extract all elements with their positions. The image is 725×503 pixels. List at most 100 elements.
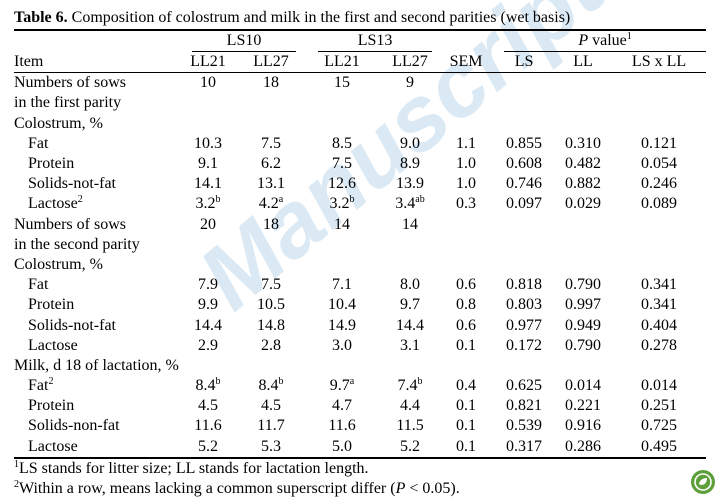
row-label: Lactose — [28, 437, 78, 455]
table-cell: 2.8 — [261, 336, 281, 354]
table-cell: 4.5 — [261, 397, 281, 415]
table-cell: 15 — [334, 74, 351, 92]
table-cell: 0.251 — [641, 397, 678, 415]
table-cell — [494, 93, 554, 113]
table-row: Protein 4.5 4.5 4.7 4.4 0.1 0.821 0.221 0.251 — [14, 396, 706, 416]
column-header: LL27 — [253, 53, 289, 71]
table-cell: 14 — [402, 215, 419, 233]
table-cell: 5.3 — [261, 437, 281, 455]
row-label: Numbers of sows — [14, 215, 126, 233]
table-cell: 0.054 — [641, 155, 678, 173]
table-cell: 13.9 — [396, 175, 425, 193]
row-label: Protein — [28, 397, 75, 415]
table-cell — [176, 356, 240, 376]
table-cell: 0.310 — [565, 134, 602, 152]
table-row: in the second parity — [14, 235, 706, 255]
table-label: Table 6. — [14, 9, 68, 26]
table-cell: 0.746 — [506, 175, 543, 193]
column-header: SEM — [449, 53, 483, 71]
table-row: Protein 9.1 6.2 7.5 8.9 1.0 0.608 0.482 0.054 — [14, 154, 706, 174]
table-cell — [240, 235, 302, 255]
table-cell: 0.482 — [565, 155, 602, 173]
table-cell: 4.7 — [332, 397, 353, 415]
table-cell: 0.725 — [641, 417, 678, 435]
table-cell: 10.5 — [257, 296, 285, 314]
table-cell: 11.5 — [396, 417, 424, 435]
table-cell — [554, 93, 612, 113]
row-label: Fat2 — [28, 376, 54, 395]
table-cell: 0.818 — [506, 276, 543, 294]
table-cell: 18 — [263, 215, 279, 233]
table-cell: 3.0 — [332, 336, 353, 354]
table-cell — [240, 114, 302, 134]
table-cell — [302, 235, 382, 255]
table-cell: 0.172 — [506, 336, 543, 354]
row-label: Fat — [28, 134, 49, 152]
table-cell — [438, 114, 494, 134]
row-label: Fat — [28, 276, 49, 294]
table-cell: 14 — [334, 215, 351, 233]
table-cell: 12.6 — [328, 175, 357, 193]
table-cell: 0.821 — [506, 397, 543, 415]
table-row: Colostrum, % — [14, 255, 706, 275]
table-row: Milk, d 18 of lactation, % — [14, 356, 706, 376]
table-cell: 3.2b — [329, 194, 355, 213]
table-cell: 0.8 — [456, 296, 477, 314]
row-label: Milk, d 18 of lactation, % — [14, 356, 179, 374]
table-row: Solids-non-fat 11.6 11.7 11.6 11.5 0.1 0.539 0.… — [14, 416, 706, 436]
table-cell — [382, 114, 438, 134]
table-cell: 3.1 — [400, 336, 421, 354]
table-cell: 7.4b — [397, 376, 423, 395]
table-cell: 11.6 — [194, 417, 222, 435]
table-cell: 0.997 — [565, 296, 602, 314]
row-label: Lactose — [28, 336, 78, 354]
table-cell: 18 — [263, 74, 279, 92]
table-cell — [612, 255, 706, 275]
table-cell: 0.404 — [641, 316, 678, 334]
table-cell — [438, 93, 494, 113]
table-cell: 7.1 — [332, 276, 353, 294]
table-cell — [612, 93, 706, 113]
table-cell: 13.1 — [257, 175, 285, 193]
table-cell — [554, 73, 612, 94]
table-cell — [240, 255, 302, 275]
table-cell — [494, 73, 554, 94]
table-cell: 0.790 — [565, 276, 602, 294]
table-row: Fat 7.9 7.5 7.1 8.0 0.6 0.818 0.790 0.341 — [14, 275, 706, 295]
table-row: Numbers of sows 20 18 14 14 — [14, 215, 706, 235]
table-cell: 0.539 — [506, 417, 543, 435]
table-title: Table 6. Composition of colostrum and mi… — [14, 8, 570, 27]
table-row: Colostrum, % — [14, 114, 706, 134]
table-cell — [302, 255, 382, 275]
table-cell: 9.0 — [400, 134, 421, 152]
table-cell — [612, 215, 706, 235]
table-cell: 14.4 — [396, 316, 425, 334]
table-cell: 14.4 — [194, 316, 222, 334]
table-cell — [438, 73, 494, 94]
table-cell: 3.4ab — [395, 194, 425, 213]
table-cell — [176, 114, 240, 134]
row-label: Solids-not-fat — [28, 316, 116, 334]
row-label: Protein — [28, 155, 75, 173]
table-cell — [554, 215, 612, 235]
footnote-2: 2Within a row, means lacking a common su… — [14, 479, 460, 498]
table-caption: Composition of colostrum and milk in the… — [67, 9, 571, 26]
table-cell: 0.341 — [641, 276, 678, 294]
table-cell — [438, 356, 494, 376]
row-label: in the first parity — [14, 94, 122, 112]
table-cell — [438, 255, 494, 275]
table-cell — [176, 255, 240, 275]
table-cell: 0.029 — [565, 195, 602, 213]
table-row: Lactose 2.9 2.8 3.0 3.1 0.1 0.172 0.790 0.278 — [14, 336, 706, 356]
row-label: Numbers of sows — [14, 74, 126, 92]
table-cell: 5.2 — [400, 437, 421, 455]
table-cell — [240, 93, 302, 113]
table-cell: 8.5 — [332, 134, 353, 152]
table-cell: 0.855 — [506, 134, 543, 152]
table-cell: 11.7 — [257, 417, 285, 435]
table-cell: 14.1 — [194, 175, 222, 193]
table-cell — [382, 235, 438, 255]
table-cell: 0.1 — [456, 417, 477, 435]
table-cell — [494, 255, 554, 275]
table-cell: 9.1 — [198, 155, 218, 173]
